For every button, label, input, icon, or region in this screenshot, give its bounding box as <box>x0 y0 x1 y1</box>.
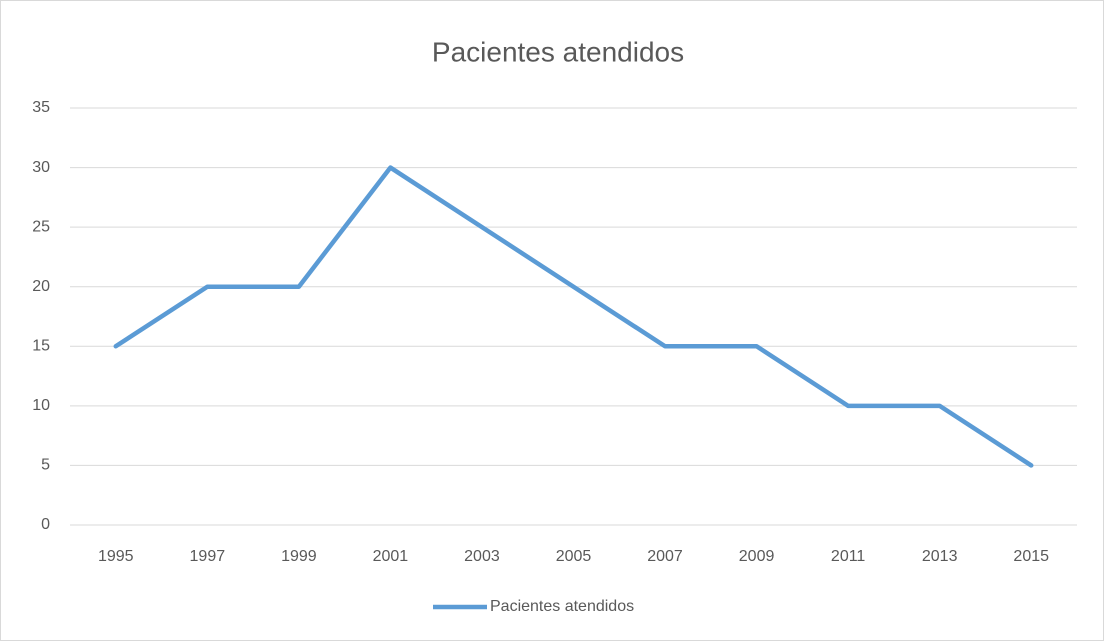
x-tick-label: 1999 <box>281 548 317 565</box>
y-tick-label: 30 <box>32 159 50 176</box>
y-tick-label: 10 <box>32 397 50 414</box>
x-tick-label: 2001 <box>373 548 409 565</box>
y-tick-label: 5 <box>41 457 50 474</box>
y-tick-label: 35 <box>32 99 50 116</box>
x-tick-label: 2011 <box>831 548 866 565</box>
x-tick-label: 2005 <box>556 548 592 565</box>
legend-label: Pacientes atendidos <box>490 598 634 615</box>
y-tick-label: 25 <box>32 218 50 235</box>
chart-title: Pacientes atendidos <box>432 36 684 67</box>
x-tick-label: 1997 <box>190 548 226 565</box>
x-tick-label: 1995 <box>98 548 134 565</box>
x-tick-label: 2015 <box>1013 548 1049 565</box>
y-tick-label: 0 <box>41 516 50 533</box>
data-line <box>113 165 1034 468</box>
x-tick-label: 2003 <box>464 548 500 565</box>
y-tick-label: 20 <box>32 278 50 295</box>
x-tick-label: 2009 <box>739 548 775 565</box>
x-tick-label: 2007 <box>647 548 683 565</box>
x-tick-label: 2013 <box>922 548 958 565</box>
y-tick-label: 15 <box>32 338 50 355</box>
